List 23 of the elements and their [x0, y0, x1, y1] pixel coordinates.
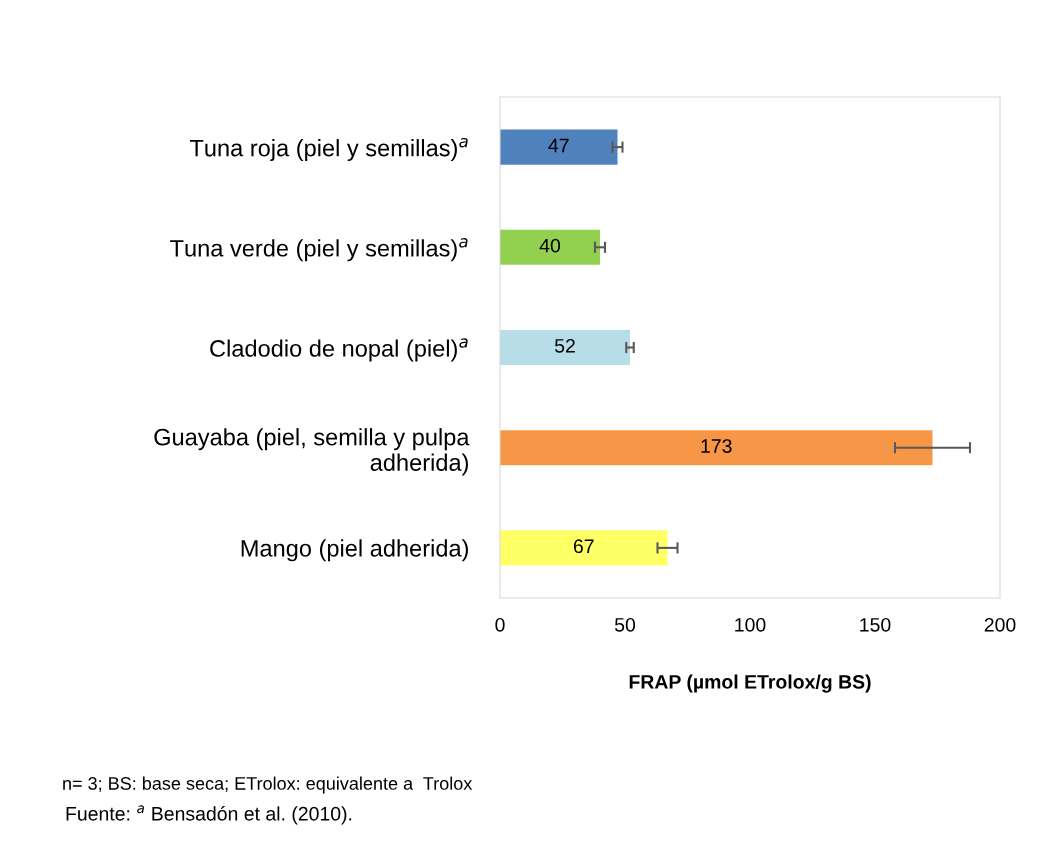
x-tick-label: 50	[614, 617, 636, 632]
bar	[500, 530, 668, 566]
y-tick-label: Tuna verde (piel y semillas)$^{a}$	[170, 238, 468, 262]
data-label: 52	[554, 338, 575, 353]
text: n= 3; BS: base seca; ETrolox: equivalente a Trolox	[63, 776, 473, 794]
bar	[500, 129, 618, 165]
data-label: 40	[539, 238, 561, 253]
y-tick-label: Mango (piel adherida)	[241, 539, 468, 562]
x-axis-title: FRAP (µmol ETrolox/g BS)	[629, 674, 871, 693]
y-tick-label: Cladodio de nopal (piel)$^{a}$	[210, 338, 468, 362]
x-tick-label: 0	[495, 617, 505, 632]
data-label: 47	[548, 138, 569, 153]
data-label: 67	[573, 539, 594, 554]
bar	[500, 229, 600, 265]
y-tick-label: Guayaba (piel, semilla y pulpa adherida)	[154, 428, 470, 476]
source-note: Fuente: $^{a}$ Bensadón et al. (2010).	[66, 805, 352, 825]
x-tick-label: 200	[984, 617, 1016, 632]
bar	[500, 430, 933, 466]
x-tick-label: 150	[860, 617, 891, 632]
data-label: 173	[701, 439, 732, 453]
bar	[500, 329, 630, 366]
y-tick-label: Tuna roja (piel y semillas)$^{a}$	[189, 137, 468, 162]
x-tick-label: 100	[735, 617, 766, 632]
